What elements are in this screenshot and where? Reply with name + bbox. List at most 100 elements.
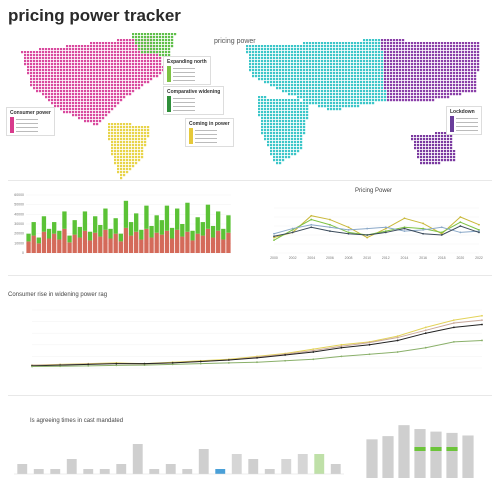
data-point — [284, 359, 287, 362]
bar — [231, 454, 242, 474]
bar — [149, 225, 154, 238]
bar — [57, 230, 62, 240]
legend-swatch — [167, 74, 171, 78]
legend-line — [456, 125, 478, 127]
bar — [185, 202, 190, 232]
page-title: pricing power tracker — [8, 6, 181, 25]
data-point — [347, 228, 350, 231]
data-point — [368, 343, 371, 346]
data-point — [396, 339, 399, 342]
bar — [113, 218, 118, 234]
bar — [87, 231, 93, 241]
x-tick-label: 2022 — [475, 256, 483, 260]
legend-line — [16, 118, 38, 120]
bar — [281, 459, 292, 474]
bar — [83, 469, 94, 474]
greenland-region — [132, 33, 177, 57]
map-legend-swatch-row — [189, 128, 230, 132]
data-point — [459, 231, 462, 234]
bar — [41, 216, 47, 232]
bar — [123, 200, 129, 228]
bar — [182, 469, 193, 474]
pricing-chart-title: Pricing Power — [355, 188, 393, 194]
legend-line — [173, 67, 195, 69]
bar — [36, 237, 41, 244]
legend-swatch — [189, 140, 193, 144]
data-point — [481, 339, 483, 342]
bar — [154, 215, 159, 233]
bar — [248, 459, 259, 474]
legend-line — [173, 71, 195, 73]
legend-swatch — [167, 100, 171, 104]
bar — [159, 234, 164, 253]
bar — [26, 233, 31, 242]
bar — [72, 220, 77, 235]
map-legend-swatch-row — [10, 117, 51, 121]
bar — [66, 459, 77, 474]
data-point — [481, 319, 483, 322]
data-point — [256, 361, 258, 364]
map-legend-swatch-row — [450, 120, 478, 124]
data-point — [452, 341, 455, 343]
legend-line — [173, 109, 195, 111]
data-point — [478, 230, 480, 233]
series-line — [273, 215, 480, 239]
data-point — [452, 326, 455, 329]
legend-line — [195, 133, 217, 135]
bar — [128, 235, 134, 253]
bar — [113, 233, 118, 253]
data-point — [291, 227, 294, 230]
data-point — [424, 329, 427, 332]
data-point — [403, 226, 406, 229]
north-america-region — [21, 36, 165, 126]
x-tick-label: 2006 — [326, 256, 334, 260]
bar — [17, 464, 28, 474]
bar — [180, 224, 185, 237]
consumer-chart-title: Consumer rise in widening power rag — [8, 292, 108, 298]
legend-line — [195, 141, 217, 143]
data-point — [347, 226, 350, 229]
legend-line — [16, 130, 38, 132]
bar — [31, 222, 36, 236]
highlight-bar-chart — [366, 425, 474, 478]
data-point — [273, 235, 275, 238]
bar — [26, 241, 31, 253]
bar — [430, 431, 442, 478]
data-point — [115, 362, 118, 365]
bar — [41, 231, 47, 253]
bar — [128, 222, 134, 236]
data-point — [478, 231, 480, 234]
data-point — [452, 322, 455, 324]
data-point — [440, 226, 443, 229]
x-tick-label: 2004 — [307, 256, 315, 260]
data-point — [329, 226, 331, 229]
map-legend-swatch-row — [167, 70, 207, 74]
data-point — [440, 234, 443, 236]
data-point — [329, 218, 331, 221]
data-point — [171, 362, 174, 364]
data-point — [347, 231, 350, 234]
data-point — [59, 365, 62, 368]
legend-swatch — [450, 124, 454, 128]
data-point — [440, 231, 443, 234]
bar — [382, 436, 394, 478]
x-tick-label: 2018 — [438, 256, 446, 260]
legend-swatch — [10, 129, 14, 133]
bar — [33, 469, 44, 474]
bar — [175, 229, 180, 253]
consumer-line-chart — [31, 309, 483, 369]
bar — [82, 230, 88, 253]
bar — [57, 239, 62, 253]
x-tick-label: 2014 — [401, 256, 409, 260]
data-point — [340, 355, 343, 358]
legend-swatch — [450, 120, 454, 124]
map-legend-2: Comparative widening — [163, 86, 225, 115]
legend-swatch — [167, 96, 171, 100]
map-legend-swatch-row — [10, 121, 51, 125]
data-point — [403, 217, 406, 220]
data-point — [481, 314, 483, 317]
bar — [87, 240, 93, 253]
map-legend-swatch-row — [167, 96, 220, 100]
series-line — [273, 225, 480, 237]
series-line — [273, 224, 480, 235]
